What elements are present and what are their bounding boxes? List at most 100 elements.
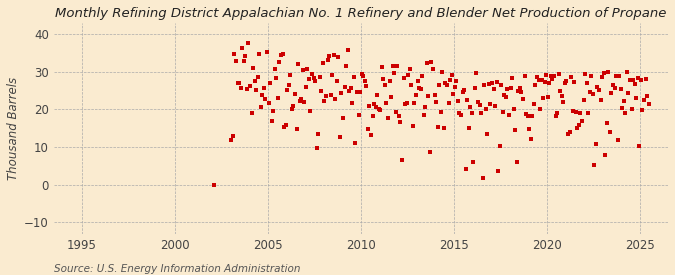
Point: [631, 96, 642, 100]
Point: [271, 76, 281, 80]
Point: [561, 79, 572, 83]
Point: [530, 83, 541, 87]
Point: [340, 85, 350, 89]
Point: [587, 92, 598, 97]
Point: [551, 111, 562, 115]
Point: [369, 102, 379, 106]
Point: [280, 122, 291, 127]
Point: [519, 74, 530, 78]
Point: [525, 136, 536, 141]
Point: [231, 59, 242, 63]
Point: [585, 89, 595, 94]
Point: [513, 89, 524, 93]
Point: [516, 90, 527, 94]
Point: [425, 149, 435, 154]
Point: [403, 72, 414, 77]
Point: [317, 60, 328, 65]
Point: [635, 78, 646, 82]
Point: [497, 110, 508, 115]
Point: [465, 105, 476, 109]
Point: [288, 103, 299, 108]
Point: [342, 48, 353, 53]
Point: [593, 88, 604, 93]
Point: [404, 67, 415, 71]
Point: [273, 96, 284, 100]
Point: [512, 160, 522, 164]
Point: [328, 53, 339, 57]
Point: [355, 90, 366, 94]
Point: [554, 72, 564, 76]
Point: [257, 93, 268, 98]
Point: [244, 84, 255, 88]
Point: [238, 59, 249, 63]
Point: [353, 113, 364, 117]
Point: [520, 111, 531, 116]
Point: [265, 81, 275, 85]
Point: [598, 71, 609, 75]
Point: [260, 97, 271, 101]
Point: [291, 127, 302, 131]
Point: [443, 101, 454, 106]
Point: [487, 81, 497, 86]
Point: [383, 116, 394, 120]
Point: [428, 66, 439, 71]
Point: [603, 70, 614, 74]
Point: [611, 74, 622, 78]
Point: [570, 110, 581, 114]
Point: [277, 51, 288, 56]
Point: [586, 74, 597, 78]
Point: [456, 113, 466, 117]
Point: [377, 65, 387, 69]
Point: [567, 109, 578, 114]
Point: [296, 97, 306, 101]
Point: [259, 86, 269, 90]
Point: [232, 81, 243, 85]
Point: [583, 111, 593, 115]
Point: [379, 83, 390, 87]
Point: [477, 175, 488, 180]
Point: [410, 92, 421, 97]
Point: [333, 54, 344, 59]
Point: [286, 107, 297, 111]
Point: [370, 105, 381, 109]
Point: [338, 116, 348, 120]
Point: [406, 82, 416, 87]
Point: [502, 87, 513, 91]
Point: [416, 74, 427, 78]
Point: [545, 74, 556, 78]
Point: [252, 75, 263, 79]
Point: [350, 141, 361, 145]
Point: [491, 80, 502, 85]
Point: [574, 123, 585, 127]
Point: [460, 167, 471, 171]
Point: [629, 82, 640, 86]
Point: [558, 100, 569, 104]
Point: [609, 86, 620, 90]
Point: [446, 73, 457, 78]
Point: [448, 92, 458, 96]
Point: [452, 99, 463, 104]
Point: [463, 125, 474, 130]
Point: [581, 81, 592, 85]
Point: [359, 79, 370, 83]
Point: [304, 76, 315, 81]
Point: [311, 146, 322, 150]
Point: [378, 77, 389, 82]
Point: [236, 85, 246, 90]
Point: [362, 126, 373, 131]
Point: [439, 125, 450, 130]
Point: [474, 102, 485, 107]
Point: [499, 93, 510, 98]
Point: [576, 119, 587, 123]
Point: [426, 60, 437, 64]
Point: [479, 83, 489, 87]
Point: [387, 64, 398, 68]
Point: [330, 97, 341, 101]
Point: [331, 79, 342, 84]
Point: [384, 79, 395, 83]
Point: [408, 124, 418, 128]
Point: [489, 103, 500, 108]
Point: [544, 80, 555, 85]
Point: [606, 91, 617, 95]
Point: [543, 95, 554, 100]
